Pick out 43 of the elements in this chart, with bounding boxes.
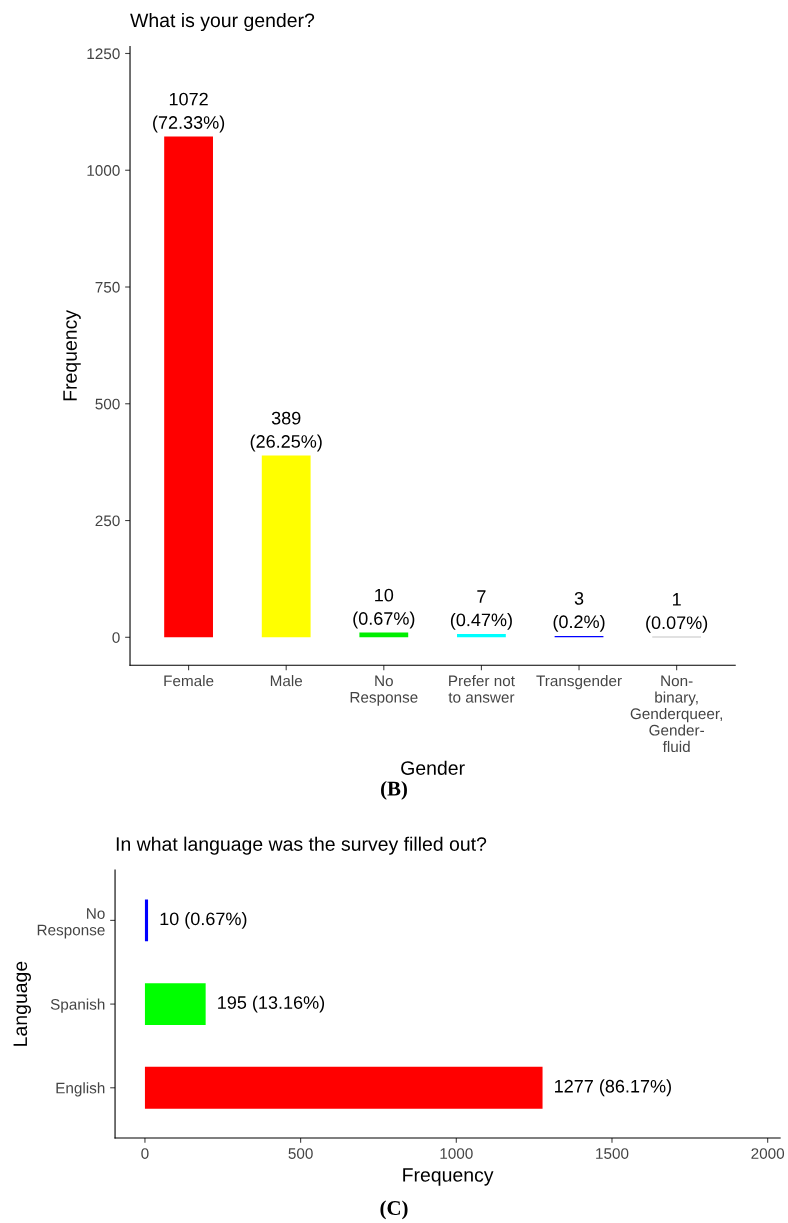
bar [164, 136, 213, 638]
x-axis-title: Gender [401, 760, 465, 775]
x-tick-label: Male [270, 675, 303, 687]
data-label: 10 (0.67%) [353, 588, 415, 629]
text: (B) [381, 780, 407, 800]
chart-title: What is your gender? [130, 12, 315, 32]
y-tick-label: 500 [95, 398, 120, 410]
text: (C) [380, 1200, 408, 1220]
y-tick-label: 1250 [87, 48, 120, 60]
y-tick-label: Spanish [50, 998, 105, 1013]
x-tick-label: Prefer not to answer [448, 675, 515, 703]
bar [144, 983, 206, 1026]
bar [144, 1066, 543, 1109]
x-tick-label: 2000 [751, 1148, 785, 1159]
data-label: 7 (0.47%) [450, 590, 512, 630]
y-tick-label: 750 [95, 281, 120, 293]
x-tick-label: Transgender [536, 675, 622, 690]
y-tick-label: No Response [37, 908, 105, 939]
x-tick-label: 0 [141, 1148, 149, 1159]
data-label: 1277 (86.17%) [555, 1079, 671, 1097]
x-tick-label: Female [164, 675, 214, 687]
y-tick-label: 0 [112, 632, 120, 643]
data-label: 1072 (72.33%) [153, 92, 225, 133]
x-tick-label: No Response [350, 675, 418, 706]
data-label: 1 (0.07%) [646, 593, 708, 633]
x-tick-label: Non- binary, Genderqueer, Gender- fluid [630, 675, 722, 753]
data-label: 3 (0.2%) [553, 591, 605, 632]
data-label: 10 (0.67%) [160, 911, 247, 929]
x-tick-label: 1500 [596, 1148, 629, 1159]
bar [261, 455, 311, 638]
data-label: 195 (13.16%) [218, 995, 325, 1013]
data-label: 389 (26.25%) [250, 411, 322, 452]
chart-title: In what language was the survey filled out? [116, 836, 487, 855]
x-tick-label: 1000 [440, 1148, 473, 1159]
x-tick-label: 500 [288, 1148, 313, 1159]
y-tick-label: 250 [95, 515, 120, 527]
bar [457, 634, 506, 638]
y-tick-label: 1000 [87, 165, 120, 176]
x-axis-title: Frequency [403, 1168, 494, 1186]
bar [144, 899, 149, 942]
y-tick-label: English [56, 1082, 105, 1097]
y-axis-title: Language [13, 961, 31, 1046]
y-axis-title: Frequency [63, 309, 81, 401]
